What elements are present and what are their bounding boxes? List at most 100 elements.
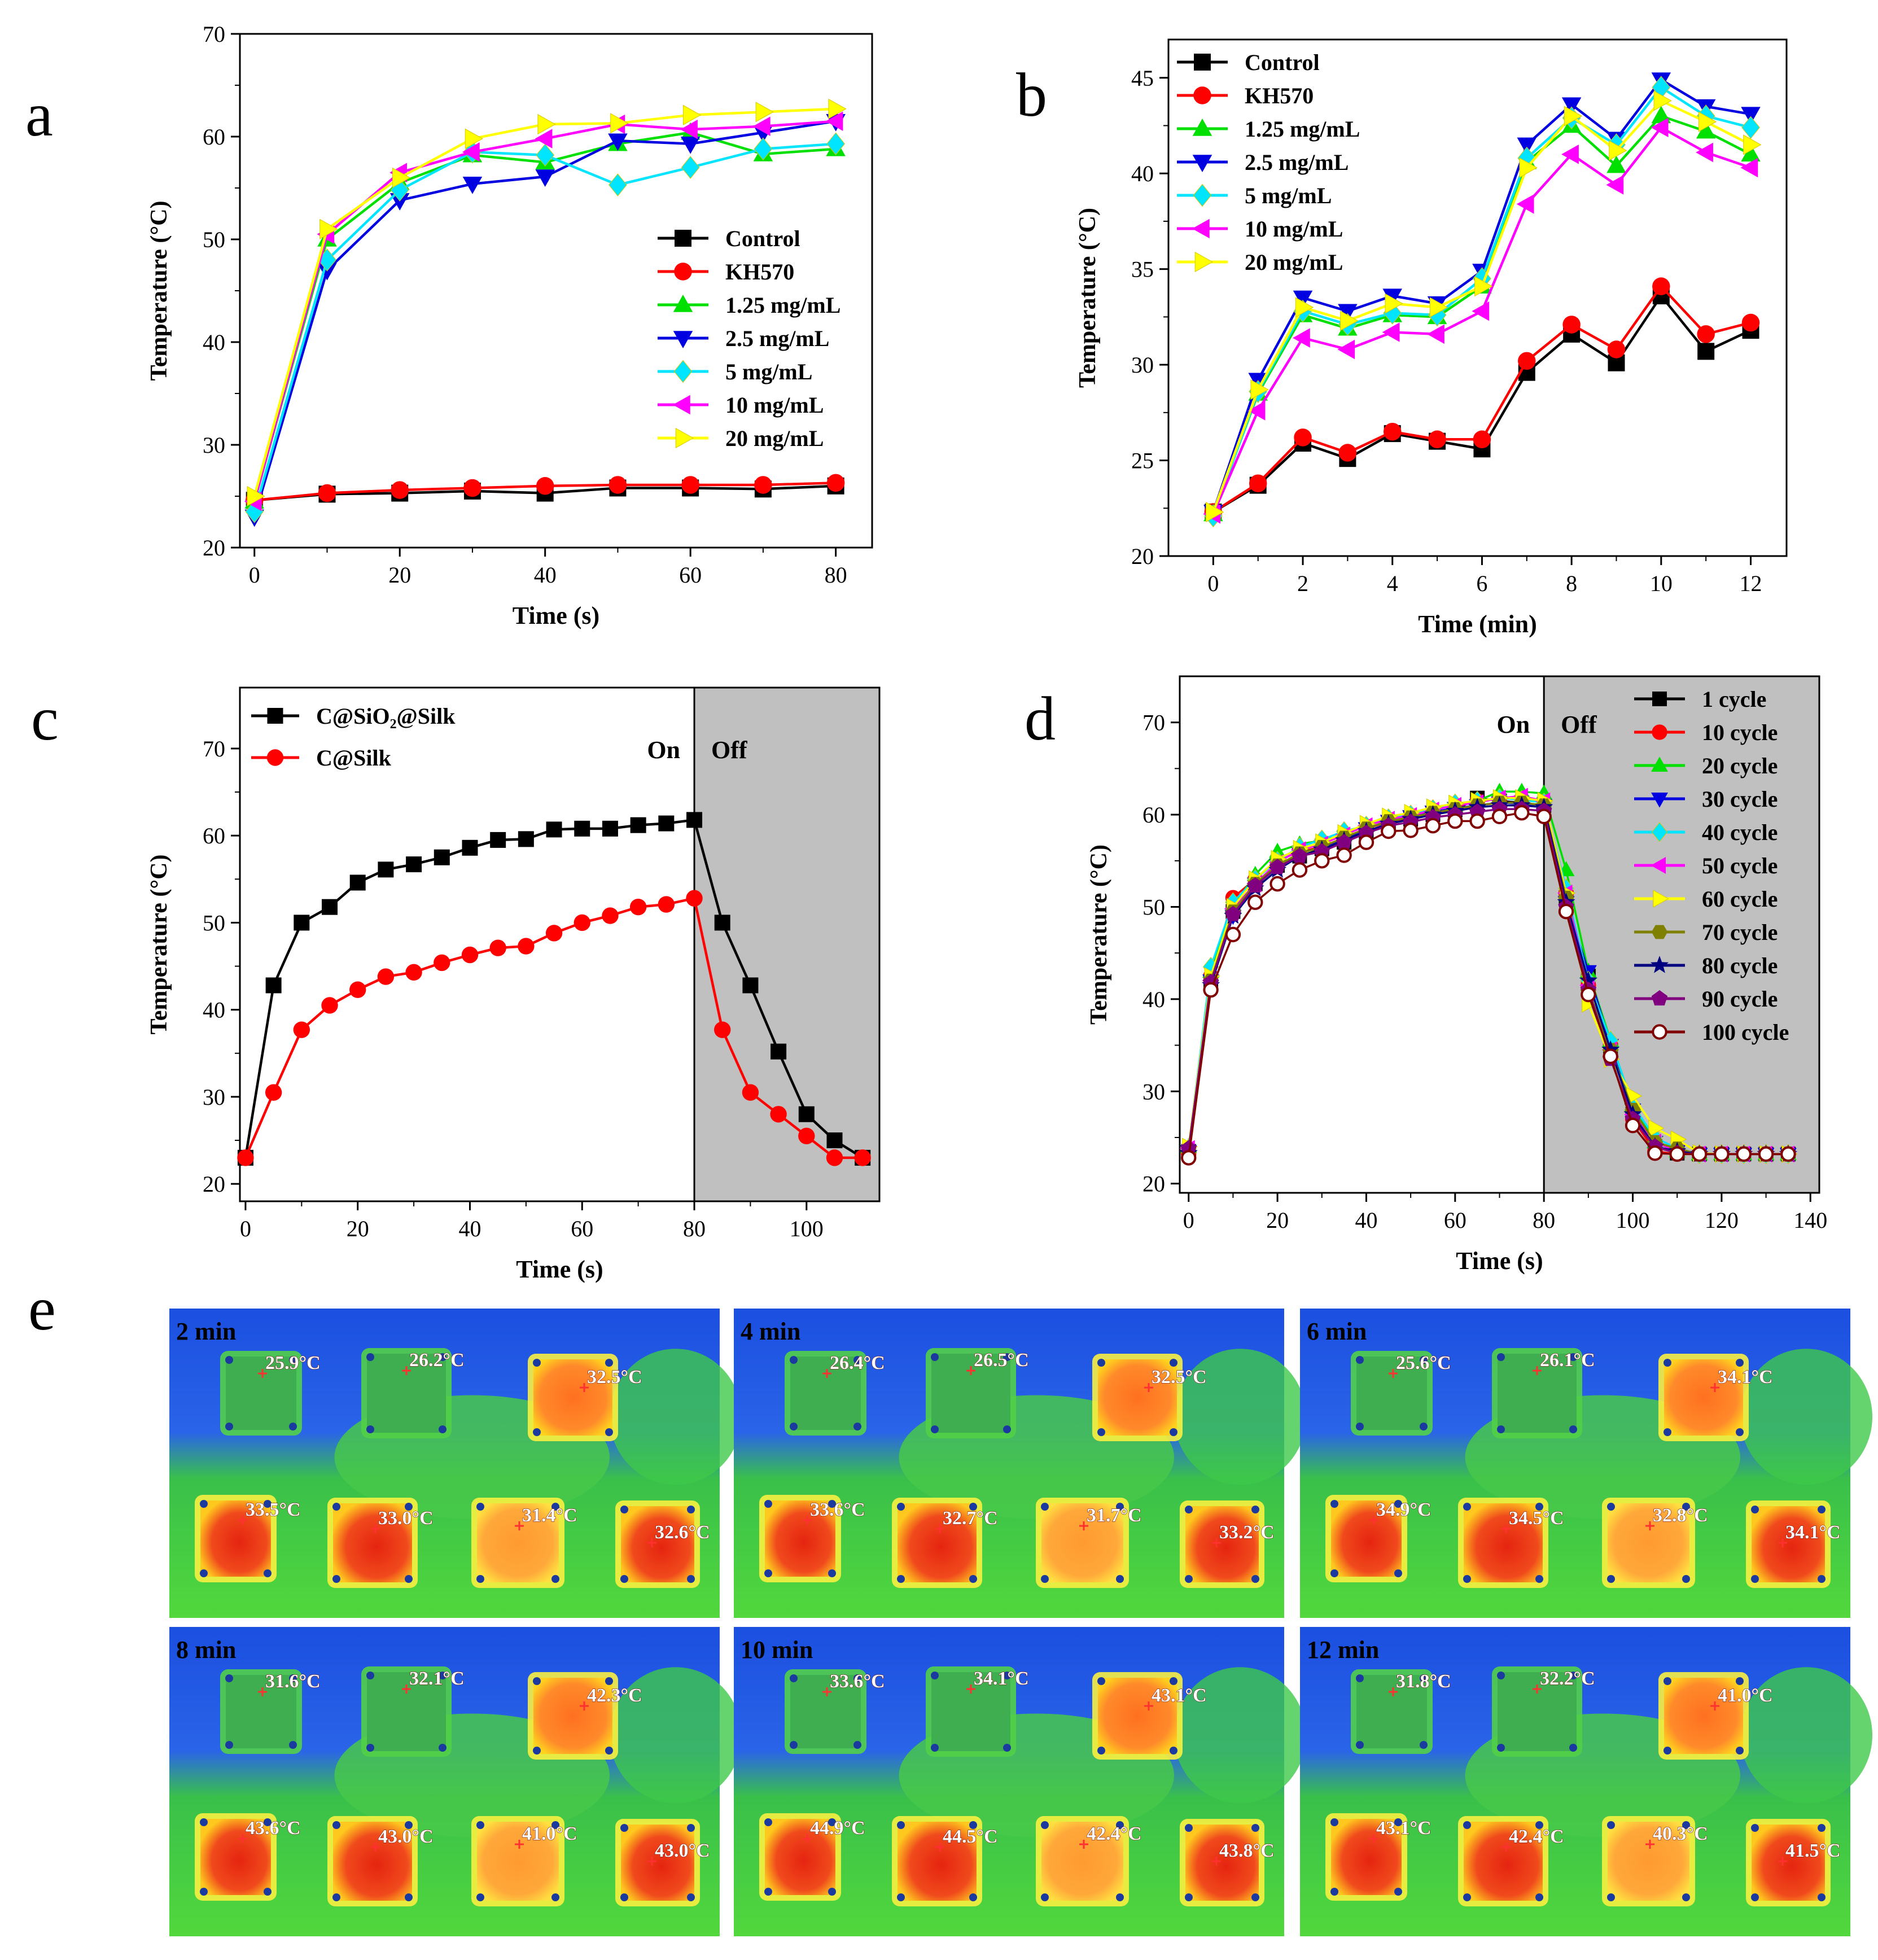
data-point: [658, 896, 675, 913]
sample-corner-dot: [1356, 1423, 1364, 1430]
series-10-mg-ml: [1203, 117, 1758, 524]
series-kh570: [1204, 277, 1760, 521]
sample-corner-dot: [1569, 1353, 1577, 1361]
thermal-time-label: 12 min: [1307, 1636, 1379, 1664]
data-point: [1203, 982, 1219, 998]
data-point: [319, 218, 338, 239]
sample-corner-dot: [1682, 1503, 1690, 1511]
crosshair-icon: [1501, 1843, 1511, 1852]
crosshair-icon: [1710, 1701, 1719, 1710]
legend-marker: [1652, 1024, 1667, 1040]
data-point: [317, 262, 337, 281]
sample-corner-dot: [366, 1425, 374, 1433]
y-tick-label: 20: [1142, 1171, 1165, 1197]
sample-square: [333, 1822, 412, 1901]
legend-marker: [673, 360, 693, 383]
data-point: [1609, 140, 1627, 161]
sample-corner-dot: [332, 1575, 340, 1583]
sample-corner-dot: [1607, 1821, 1615, 1829]
legend-label: 100 cycle: [1702, 1020, 1789, 1045]
data-point: [1338, 444, 1357, 462]
sample-corner-dot: [605, 1747, 613, 1755]
sample-corner-dot: [1097, 1359, 1105, 1367]
data-point: [609, 173, 627, 196]
sample-corner-dot: [1394, 1888, 1402, 1896]
sample-square: [765, 1500, 835, 1577]
sample-corner-dot: [620, 1824, 628, 1832]
legend-marker: [1652, 724, 1667, 740]
sample-corner-dot: [897, 1575, 905, 1583]
data-point: [754, 137, 773, 161]
thermal-glow: [610, 1349, 742, 1485]
data-point: [378, 861, 394, 878]
legend-label: 10 mg/mL: [1245, 216, 1343, 242]
sample-corner-dot: [1607, 1575, 1615, 1583]
data-point: [1337, 339, 1355, 360]
legend-label: 1.25 mg/mL: [725, 292, 840, 318]
data-point: [322, 899, 338, 915]
x-axis-label: Time (s): [513, 602, 599, 629]
sample-square: [621, 1506, 694, 1582]
sample-corner-dot: [1170, 1428, 1177, 1436]
y-tick-label: 35: [1131, 257, 1154, 282]
y-tick-label: 50: [203, 227, 225, 252]
sample-square: [1098, 1359, 1177, 1436]
data-point: [1269, 876, 1285, 892]
sample-corner-dot: [1330, 1500, 1338, 1508]
data-point: [463, 479, 481, 497]
y-axis-label: Temperature (°C): [1075, 208, 1101, 388]
data-point: [1697, 343, 1715, 360]
sample-corner-dot: [1041, 1821, 1049, 1829]
sample-square: [226, 1675, 296, 1748]
y-tick-label: 30: [203, 1084, 225, 1110]
sample-corner-dot: [1420, 1674, 1428, 1682]
crosshair-icon: [258, 1369, 267, 1378]
data-point: [1741, 116, 1760, 139]
sample-corner-dot: [1818, 1506, 1826, 1513]
sample-corner-dot: [225, 1356, 233, 1364]
data-point: [490, 832, 506, 848]
crosshair-icon: [1144, 1701, 1153, 1710]
crosshair-icon: [1079, 1521, 1088, 1530]
crosshair-icon: [803, 1516, 812, 1525]
temperature-reading: 31.8°C: [1396, 1671, 1451, 1692]
sample-corner-dot: [1463, 1821, 1471, 1829]
x-tick-label: 80: [683, 1216, 706, 1241]
data-point: [828, 98, 847, 119]
data-point: [537, 114, 556, 135]
sample-corner-dot: [1170, 1747, 1177, 1755]
data-point: [1292, 847, 1308, 863]
crosshair-icon: [803, 1834, 812, 1843]
crosshair-icon: [1369, 1834, 1378, 1843]
temperature-reading: 33.6°C: [830, 1671, 885, 1692]
x-tick-label: 20: [388, 562, 411, 588]
temperature-reading: 43.0°C: [378, 1826, 434, 1847]
data-point: [434, 954, 450, 972]
sample-square: [533, 1359, 612, 1436]
data-point: [1247, 894, 1263, 911]
temperature-reading: 32.2°C: [1540, 1668, 1595, 1689]
data-point: [1607, 340, 1626, 358]
data-point: [742, 1084, 759, 1101]
data-point: [602, 907, 619, 924]
series-line: [1212, 284, 1752, 513]
sample-corner-dot: [1251, 1575, 1259, 1583]
plot-frame: [239, 686, 881, 1202]
legend-marker: [1652, 692, 1667, 706]
y-tick-label: 20: [203, 1171, 225, 1197]
data-point: [1447, 813, 1463, 829]
temperature-reading: 43.0°C: [655, 1840, 710, 1861]
temperature-reading: 34.1°C: [1785, 1522, 1841, 1543]
sample-corner-dot: [551, 1893, 559, 1901]
sample-square: [931, 1672, 1010, 1751]
temperature-reading: 32.5°C: [587, 1367, 642, 1388]
y-axis-label: Temperature (°C): [1086, 845, 1112, 1025]
data-point: [1181, 1150, 1197, 1166]
sample-corner-dot: [1251, 1824, 1259, 1832]
sample-corner-dot: [969, 1821, 977, 1829]
sample-square: [533, 1678, 612, 1754]
sample-corner-dot: [1751, 1893, 1759, 1901]
crosshair-icon: [402, 1366, 411, 1375]
data-point: [1579, 971, 1597, 988]
sample-corner-dot: [405, 1893, 413, 1901]
